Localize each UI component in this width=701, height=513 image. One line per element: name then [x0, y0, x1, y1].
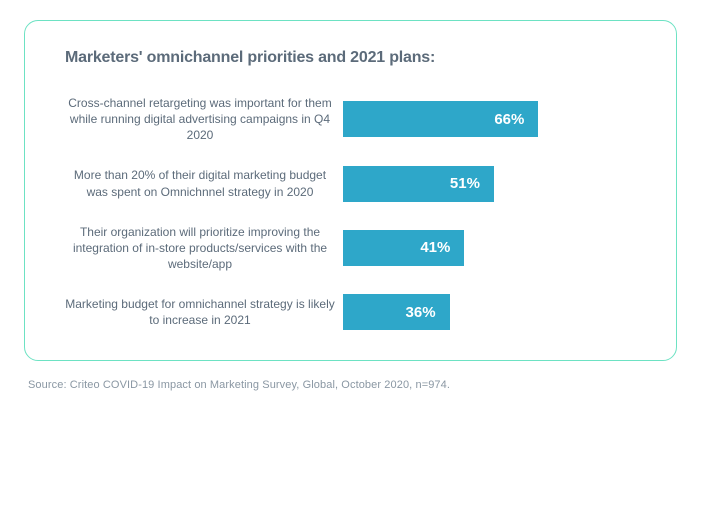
- chart-title: Marketers' omnichannel priorities and 20…: [65, 49, 636, 67]
- bar-value: 66%: [494, 111, 524, 128]
- chart-row: More than 20% of their digital marketing…: [65, 166, 636, 202]
- bar-track: 66%: [343, 101, 636, 137]
- bar-fill: 66%: [343, 101, 538, 137]
- row-label: Cross-channel retargeting was important …: [65, 95, 343, 144]
- bar-value: 41%: [420, 239, 450, 256]
- chart-row: Their organization will prioritize impro…: [65, 224, 636, 273]
- chart-rows: Cross-channel retargeting was important …: [65, 95, 636, 330]
- bar-value: 51%: [450, 175, 480, 192]
- bar-fill: 51%: [343, 166, 494, 202]
- bar-value: 36%: [406, 304, 436, 321]
- source-text: Source: Criteo COVID-19 Impact on Market…: [24, 379, 677, 391]
- bar-fill: 41%: [343, 230, 464, 266]
- chart-card: Marketers' omnichannel priorities and 20…: [24, 20, 677, 361]
- bar-track: 36%: [343, 294, 636, 330]
- row-label: Marketing budget for omnichannel strateg…: [65, 296, 343, 328]
- row-label: Their organization will prioritize impro…: [65, 224, 343, 273]
- row-label: More than 20% of their digital marketing…: [65, 167, 343, 199]
- bar-track: 51%: [343, 166, 636, 202]
- chart-row: Marketing budget for omnichannel strateg…: [65, 294, 636, 330]
- bar-fill: 36%: [343, 294, 450, 330]
- bar-track: 41%: [343, 230, 636, 266]
- chart-row: Cross-channel retargeting was important …: [65, 95, 636, 144]
